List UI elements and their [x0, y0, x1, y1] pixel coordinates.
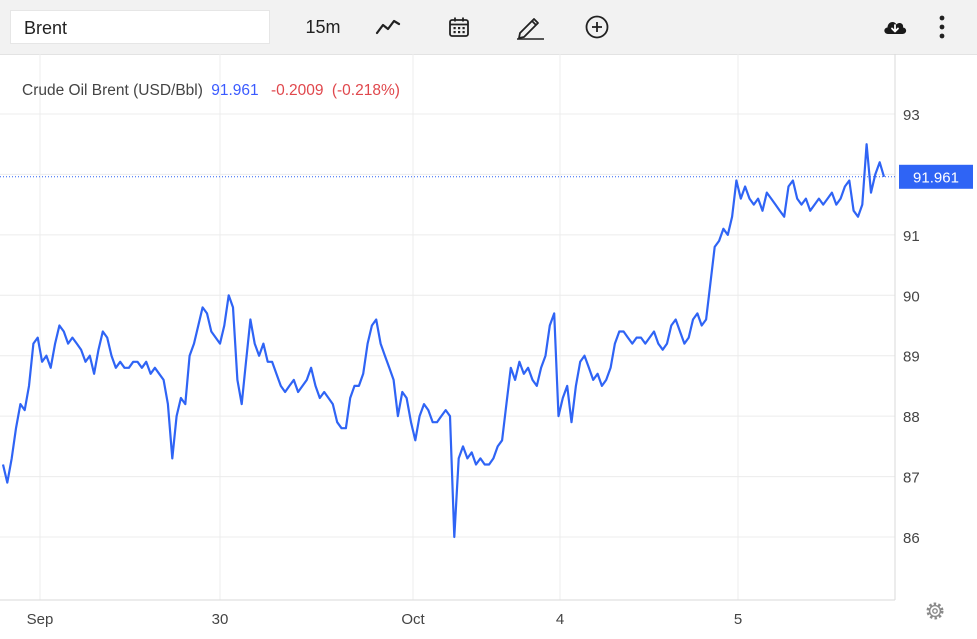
y-tick-label: 87	[903, 470, 920, 487]
y-tick-label: 91	[903, 228, 920, 245]
draw-icon[interactable]	[513, 10, 547, 44]
x-tick-label: Sep	[27, 611, 54, 628]
add-indicator-icon[interactable]	[580, 10, 614, 44]
y-tick-label: 90	[903, 288, 920, 305]
interval-selector[interactable]: 15m	[305, 16, 341, 37]
x-tick-label: 5	[734, 611, 742, 628]
y-tick-label: 93	[903, 107, 920, 124]
legend-name: Crude Oil Brent (USD/Bbl)	[22, 82, 203, 99]
x-tick-label: 4	[556, 611, 564, 628]
y-tick-label: 88	[903, 409, 920, 426]
download-icon[interactable]	[878, 10, 912, 44]
chart-toolbar: Brent 15m	[0, 0, 977, 55]
y-tick-label: 86	[903, 530, 920, 547]
symbol-input[interactable]: Brent	[10, 10, 270, 44]
price-series-line	[1, 143, 886, 539]
chart-legend: Crude Oil Brent (USD/Bbl) 91.961 -0.2009…	[22, 82, 400, 100]
calendar-icon[interactable]	[442, 10, 476, 44]
legend-change-pct: (-0.218%)	[331, 82, 400, 99]
price-chart[interactable]: 86 87 88 89 90 91 93 Sep 30 Oct 4 5 91.961	[0, 54, 977, 639]
y-tick-label: 89	[903, 349, 920, 366]
legend-last-price: 91.961	[211, 82, 259, 99]
settings-gear-icon[interactable]	[924, 600, 946, 622]
x-tick-label: Oct	[401, 611, 425, 628]
last-price-label: 91.961	[913, 169, 959, 186]
chart-area[interactable]: 86 87 88 89 90 91 93 Sep 30 Oct 4 5 91.961 Crude Oil…	[0, 54, 977, 639]
x-tick-label: 30	[212, 611, 229, 628]
chart-type-icon[interactable]	[371, 10, 405, 44]
last-price-badge	[899, 164, 973, 189]
more-menu-icon[interactable]	[925, 10, 959, 44]
legend-change: -0.2009	[270, 82, 324, 99]
